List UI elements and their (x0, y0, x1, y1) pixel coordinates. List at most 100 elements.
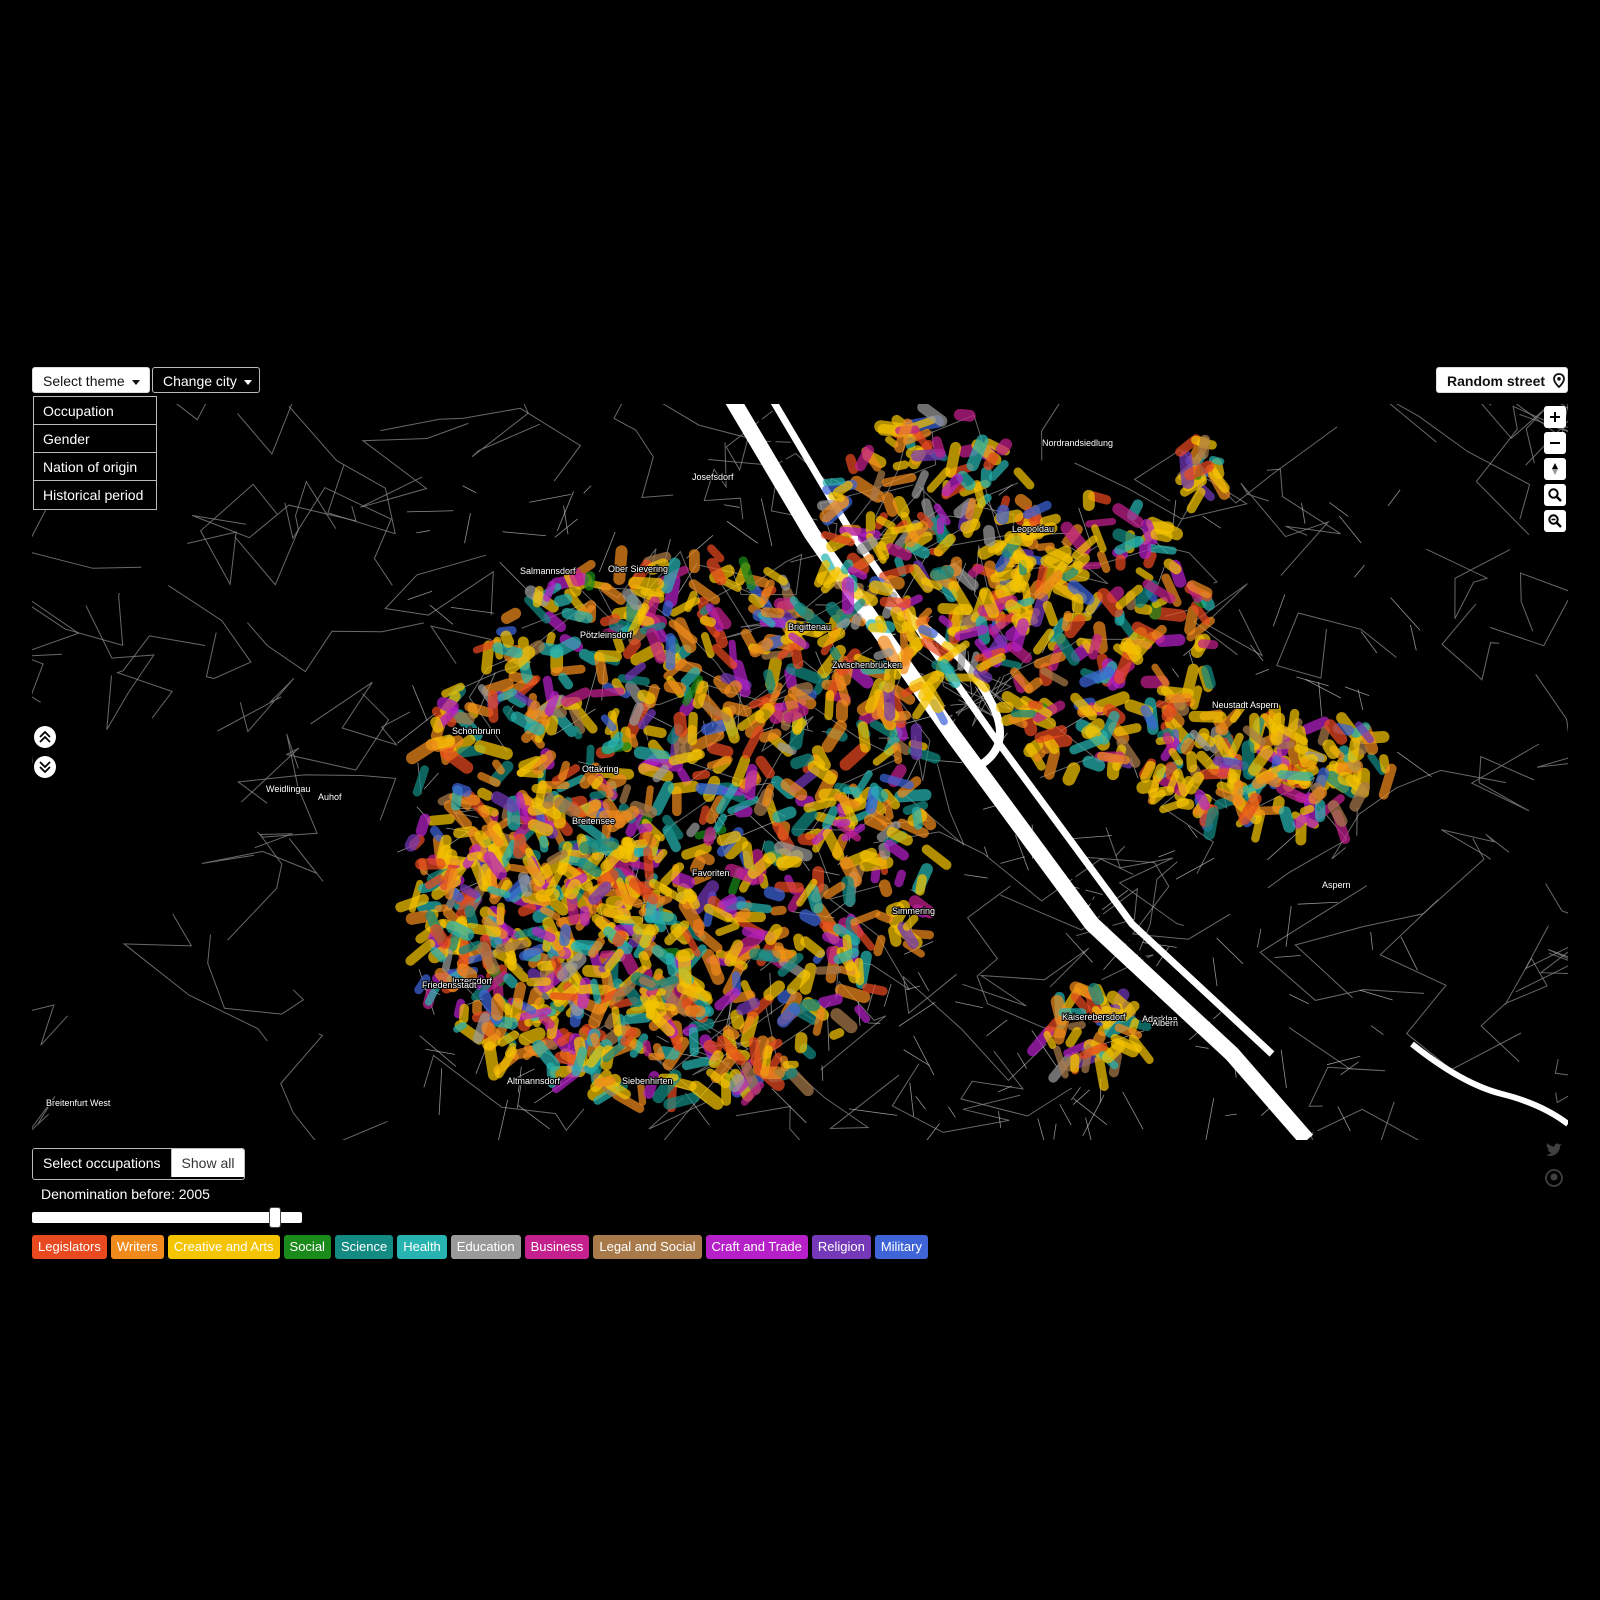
street-segment (554, 518, 578, 538)
named-street (487, 690, 499, 723)
compass-button[interactable] (1544, 458, 1566, 480)
occupation-chip-science[interactable]: Science (334, 1235, 394, 1259)
named-street (668, 749, 705, 766)
theme-option-nation-of-origin[interactable]: Nation of origin (34, 453, 156, 481)
road (234, 480, 337, 586)
year-slider-handle[interactable] (269, 1207, 282, 1228)
select-theme-dropdown[interactable]: Select theme (32, 367, 150, 393)
named-street (933, 503, 951, 526)
named-street (879, 773, 914, 790)
occupation-chip-social[interactable]: Social (283, 1235, 331, 1259)
named-street (662, 814, 684, 840)
zoom-in-button[interactable] (1544, 406, 1566, 428)
named-street (558, 760, 571, 782)
occupation-chip-creative-and-arts[interactable]: Creative and Arts (167, 1235, 280, 1259)
named-street (692, 769, 711, 781)
named-street (1013, 467, 1035, 490)
named-street (1140, 518, 1158, 546)
named-street (526, 700, 541, 724)
expand-down-button[interactable] (34, 756, 56, 778)
occupation-chip-military[interactable]: Military (874, 1235, 928, 1259)
named-street (445, 868, 458, 900)
place-label: Altmannsdorf (507, 1076, 561, 1086)
named-street (692, 680, 709, 709)
street-segment (464, 513, 471, 544)
named-street (536, 854, 568, 881)
random-street-button[interactable]: Random street (1436, 367, 1568, 393)
named-street (453, 998, 466, 1019)
map-canvas[interactable]: Nordrandsiedlung Josefsdorf Salmannsdorf Ob… (32, 404, 1568, 1140)
named-street (395, 893, 429, 913)
named-street (740, 1061, 762, 1095)
place-label: Pötzleinsdorf (580, 630, 633, 640)
occupation-chip-craft-and-trade[interactable]: Craft and Trade (705, 1235, 808, 1259)
occupation-chip-legislators[interactable]: Legislators (32, 1235, 107, 1259)
road (1331, 769, 1506, 860)
named-street (549, 992, 578, 1001)
occupation-chip-business[interactable]: Business (524, 1235, 590, 1259)
named-street (731, 659, 751, 698)
named-street (1172, 694, 1190, 716)
occupation-chip-writers[interactable]: Writers (110, 1235, 164, 1259)
occupation-chip-health[interactable]: Health (397, 1235, 447, 1259)
year-slider[interactable] (32, 1207, 302, 1228)
named-street (792, 718, 807, 736)
expand-up-button[interactable] (34, 726, 56, 748)
named-street (576, 983, 598, 995)
theme-option-historical-period[interactable]: Historical period (43, 487, 144, 503)
named-street (1088, 633, 1102, 660)
named-street (918, 607, 933, 622)
theme-option-occupation[interactable]: Occupation (34, 397, 156, 425)
twitter-icon[interactable] (1544, 1140, 1564, 1160)
named-street (1163, 558, 1182, 575)
named-street (776, 1003, 801, 1028)
named-street (908, 895, 936, 919)
named-street (1242, 725, 1266, 746)
named-street (710, 1050, 739, 1084)
named-street (1314, 767, 1329, 791)
github-icon[interactable] (1544, 1168, 1564, 1188)
named-street (839, 526, 870, 537)
street-segment (1225, 1113, 1237, 1117)
named-street (628, 627, 647, 646)
named-street (889, 899, 910, 929)
named-street (557, 1032, 575, 1047)
occupation-chip-legal-and-social[interactable]: Legal and Social (593, 1235, 702, 1259)
show-all-button[interactable]: Show all (171, 1149, 245, 1177)
named-street (1096, 587, 1124, 618)
named-street (852, 770, 873, 799)
named-street (836, 648, 861, 676)
zoom-out-button[interactable] (1544, 432, 1566, 454)
named-street (890, 522, 924, 535)
select-occupations-button[interactable]: Select occupations (33, 1149, 172, 1177)
named-street (979, 587, 1000, 619)
named-street (905, 605, 919, 632)
named-street (535, 888, 560, 903)
change-city-dropdown[interactable]: Change city (152, 367, 260, 393)
reset-view-button[interactable] (1544, 510, 1566, 532)
named-street (629, 1033, 649, 1058)
named-street (869, 719, 896, 739)
named-street (727, 796, 760, 815)
named-street (1146, 516, 1184, 541)
named-street (1140, 760, 1156, 783)
named-street (684, 590, 698, 613)
named-street (703, 1039, 722, 1055)
street-segment (1175, 857, 1215, 880)
named-street (839, 743, 869, 771)
theme-option-gender[interactable]: Gender (34, 425, 156, 453)
occupation-chip-education[interactable]: Education (450, 1235, 521, 1259)
named-street (539, 835, 549, 853)
named-street (829, 646, 844, 666)
occupation-chip-religion[interactable]: Religion (811, 1235, 871, 1259)
search-button[interactable] (1544, 484, 1566, 506)
named-street (1064, 614, 1086, 639)
road (187, 483, 278, 586)
named-street (937, 602, 973, 616)
named-street (1035, 563, 1048, 593)
named-street (1251, 805, 1285, 816)
named-street (707, 895, 726, 914)
street-map[interactable]: Nordrandsiedlung Josefsdorf Salmannsdorf Ob… (32, 404, 1568, 1140)
road (1133, 426, 1338, 504)
named-street (830, 1008, 858, 1034)
